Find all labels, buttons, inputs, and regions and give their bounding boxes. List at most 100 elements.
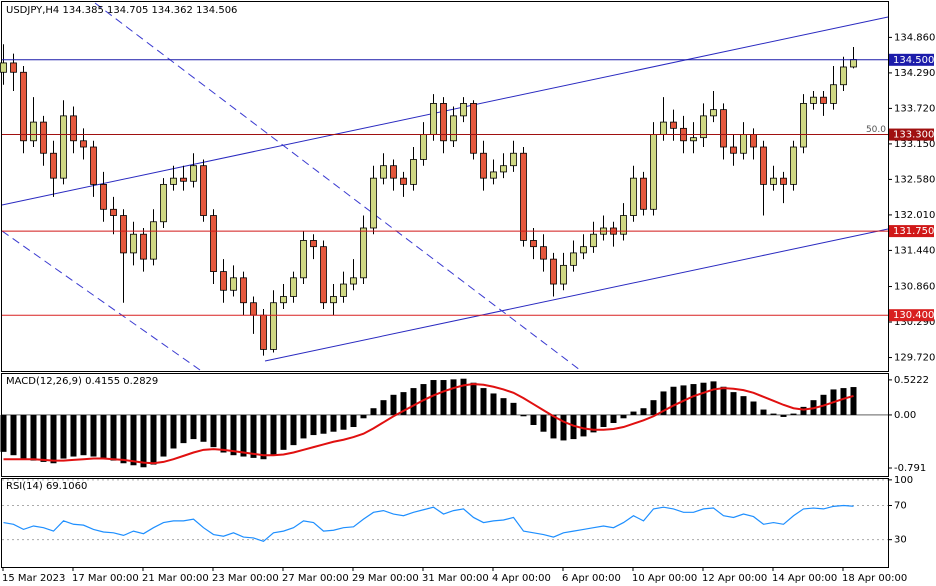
x-tick-label: 17 Mar 00:00 [72, 573, 139, 584]
candle-body [850, 59, 857, 68]
candle-body [460, 103, 467, 117]
x-tick-label: 10 Apr 00:00 [632, 573, 697, 584]
candle-body [230, 277, 237, 291]
candle-body [360, 227, 367, 279]
candle-body [490, 171, 497, 179]
macd-bar [400, 392, 407, 415]
macd-bar [270, 414, 277, 456]
macd-bar [360, 414, 367, 419]
y-tick-label: 132.580 [894, 174, 935, 185]
macd-bar [80, 414, 87, 456]
candle-body [830, 84, 837, 104]
candle-body [410, 159, 417, 185]
y-tick-label: 131.440 [894, 245, 935, 256]
candle-body [50, 152, 57, 179]
candle-body [440, 103, 447, 142]
y-tick-label: 134.290 [894, 68, 935, 79]
macd-bar [180, 414, 187, 444]
level-label: 131.750 [889, 225, 934, 238]
candle-body [570, 252, 577, 266]
macd-bar [550, 414, 557, 439]
macd-bar [160, 414, 167, 457]
macd-bar [730, 392, 737, 415]
macd-bar [110, 414, 117, 461]
macd-bar [390, 394, 397, 415]
candle-body [510, 152, 517, 167]
macd-bar [210, 414, 217, 448]
y-tick-label: 100 [894, 475, 913, 486]
candle-body [710, 109, 717, 117]
x-tick-label: 6 Apr 00:00 [562, 573, 621, 584]
macd-title: MACD(12,26,9) 0.4155 0.2829 [6, 376, 158, 387]
macd-bar [580, 414, 587, 437]
macd-bar [470, 382, 477, 415]
candle-body [840, 66, 847, 86]
level-label: 133.300 [889, 128, 934, 141]
y-tick-label: 133.720 [894, 103, 935, 114]
candle-body [720, 109, 727, 148]
y-tick-label: 0.5222 [894, 375, 929, 386]
candle-body [390, 165, 397, 179]
candle-body [330, 296, 337, 304]
macd-bar [740, 396, 747, 415]
candle-body [580, 246, 587, 254]
macd-bar [450, 379, 457, 415]
macd-bar [490, 393, 497, 415]
x-tick-label: 4 Apr 00:00 [492, 573, 551, 584]
macd-bar [780, 414, 787, 417]
candle-body [780, 177, 787, 185]
macd-bar [660, 391, 667, 415]
macd-bar [30, 414, 37, 461]
macd-bar [50, 414, 57, 464]
macd-bar [10, 414, 17, 456]
macd-bar [380, 400, 387, 415]
candle-body [700, 115, 707, 139]
level-label-box [889, 53, 934, 66]
y-tick-label: 133.150 [894, 139, 935, 150]
macd-bar [720, 386, 727, 415]
macd-bar [590, 414, 597, 433]
y-tick-label: -0.791 [894, 463, 926, 474]
candle-body [640, 177, 647, 210]
candle-body [280, 296, 287, 304]
macd-bar [370, 408, 377, 415]
candle-body [500, 165, 507, 173]
macd-bar [190, 414, 197, 440]
y-tick-label: 70 [894, 500, 907, 511]
y-tick-label: 130.860 [894, 282, 935, 293]
dashed-line [94, 2, 581, 371]
macd-bar [260, 414, 267, 460]
y-tick-label: 30 [894, 535, 907, 546]
candle-body [100, 183, 107, 210]
x-tick-label: 29 Mar 00:00 [352, 573, 419, 584]
macd-bar [350, 414, 357, 428]
candle-body [400, 177, 407, 185]
candle-body [770, 177, 777, 185]
candle-body [590, 233, 597, 248]
candle-body [450, 115, 457, 142]
macd-bar [290, 414, 297, 446]
macd-bar [20, 414, 27, 460]
candle-body [550, 258, 557, 285]
x-tick-label: 12 Apr 00:00 [702, 573, 767, 584]
macd-bar [310, 414, 317, 436]
candle-body [320, 246, 327, 304]
candle-body [420, 134, 427, 160]
x-tick-label: 23 Mar 00:00 [212, 573, 279, 584]
macd-bar [700, 382, 707, 415]
rsi-line [3, 504, 854, 543]
macd-bar [100, 414, 107, 459]
candle-body [220, 271, 227, 291]
candle-body [730, 146, 737, 154]
candle-body [10, 62, 17, 73]
macd-bar [540, 414, 547, 432]
y-tick-label: 0.00 [894, 410, 916, 421]
macd-bar [750, 401, 757, 415]
chart-title: USDJPY,H4 134.385 134.705 134.362 134.50… [6, 5, 237, 16]
level-label-box [889, 309, 934, 322]
candle-body [90, 146, 97, 185]
macd-bar [140, 414, 147, 468]
candle-body [820, 96, 827, 104]
macd-signal [3, 383, 854, 465]
